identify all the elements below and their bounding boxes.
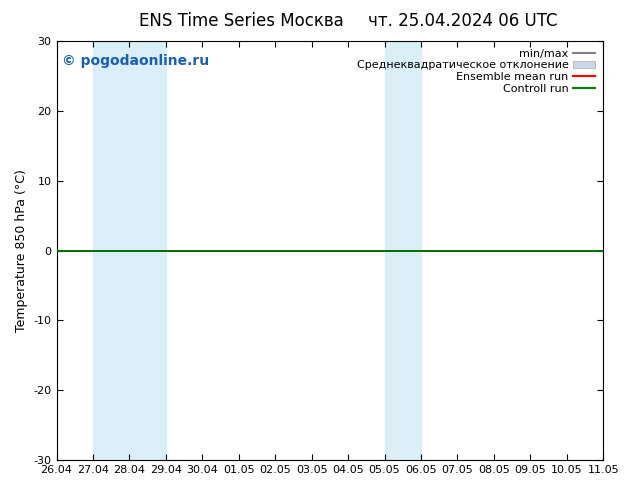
- Bar: [93, 41, 166, 460]
- Text: © pogodaonline.ru: © pogodaonline.ru: [62, 53, 209, 68]
- Bar: [385, 41, 421, 460]
- Text: ENS Time Series Москва: ENS Time Series Москва: [139, 12, 343, 30]
- Legend: min/max, Среднеквадратическое отклонение, Ensemble mean run, Controll run: min/max, Среднеквадратическое отклонение…: [354, 47, 598, 96]
- Bar: [603, 41, 634, 460]
- Y-axis label: Temperature 850 hPa (°C): Temperature 850 hPa (°C): [15, 169, 28, 332]
- Text: чт. 25.04.2024 06 UTC: чт. 25.04.2024 06 UTC: [368, 12, 557, 30]
